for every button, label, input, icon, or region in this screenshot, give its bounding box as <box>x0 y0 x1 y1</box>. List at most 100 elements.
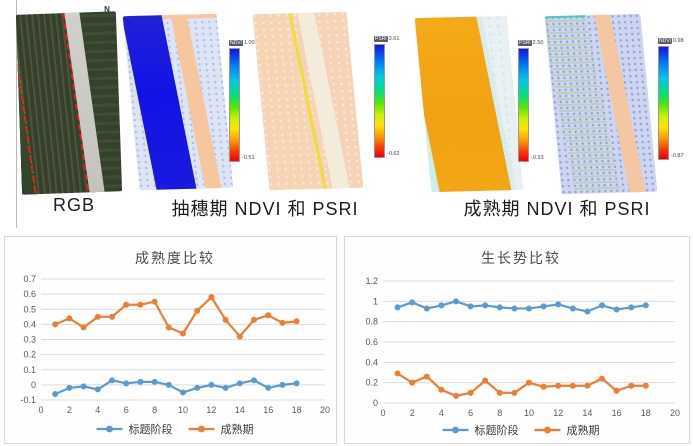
data-point <box>94 313 101 320</box>
ndvi-colorbar-maturity: NDVI 0.98 -0.87 <box>658 38 692 160</box>
data-point <box>180 389 186 396</box>
maturity-stage-ndvi-image <box>544 13 658 195</box>
data-point <box>394 304 401 311</box>
y-tick-label: 0.4 <box>23 319 36 329</box>
data-point <box>66 384 73 391</box>
data-point <box>613 306 620 313</box>
colorbar-gradient <box>229 48 240 162</box>
series-line-0 <box>397 300 646 313</box>
north-label: N <box>104 5 110 14</box>
data-point <box>165 381 172 388</box>
data-point <box>438 302 445 309</box>
data-point <box>394 370 401 377</box>
data-point <box>137 378 144 385</box>
data-point <box>208 294 215 301</box>
colorbar-min-value: -0.93 <box>531 155 544 161</box>
x-tick-label: 8 <box>497 408 502 418</box>
growth-comparison-chart: 生长势比较 0 0.2 0.4 0.6 0.8 1 1.2 0 2 4 6 8 10 12 14 16 18 20 标… <box>344 236 690 444</box>
series-line-1 <box>397 372 646 398</box>
psri-colorbar-heading: PSRI 3.61 -0.62 <box>374 36 408 158</box>
data-point <box>265 312 272 319</box>
colorbar-min-value: -0.87 <box>671 153 684 159</box>
caption-maturity-stage: 成熟期 NDVI 和 PSRI <box>463 199 651 219</box>
y-tick-label: 0.7 <box>23 274 36 284</box>
chart-title: 成熟度比较 <box>135 250 215 266</box>
colorbar-gradient <box>374 44 385 158</box>
data-point <box>496 389 503 396</box>
chart-svg: 生长势比较 0 0.2 0.4 0.6 0.8 1 1.2 0 2 4 6 8 10 12 14 16 18 20 标… <box>365 250 680 437</box>
colorbar-gradient <box>518 48 529 162</box>
x-tick-label: 16 <box>263 405 273 415</box>
psri-heading-strips <box>252 11 364 191</box>
heading-stage-ndvi-image <box>122 13 234 191</box>
data-point <box>137 301 144 308</box>
y-tick-label: 0.8 <box>365 317 378 327</box>
legend-marker-1 <box>544 426 551 434</box>
x-tick-label: 12 <box>553 408 563 418</box>
data-point <box>194 307 201 314</box>
data-point <box>628 304 635 311</box>
data-point <box>151 298 158 305</box>
legend-label-1: 成熟期 <box>567 423 600 437</box>
data-point <box>584 308 591 315</box>
heading-stage-psri-image <box>252 11 364 191</box>
data-point <box>438 386 445 393</box>
x-tick-label: 8 <box>152 405 157 415</box>
y-tick-label: 1 <box>373 296 378 306</box>
data-point <box>236 333 243 340</box>
data-point <box>613 387 620 394</box>
data-point <box>80 383 87 390</box>
data-point <box>236 380 243 387</box>
ndvi-heading-strips <box>122 13 234 191</box>
x-tick-label: 14 <box>235 405 245 415</box>
data-point <box>251 377 257 384</box>
x-tick-label: 4 <box>439 408 444 418</box>
legend-label-1: 成熟期 <box>221 422 254 436</box>
data-point <box>511 305 518 312</box>
data-point <box>569 305 576 312</box>
psri-colorbar-maturity: PSRI 2.50 -0.93 <box>518 40 552 162</box>
data-point <box>52 321 59 328</box>
x-tick-label: 18 <box>641 408 651 418</box>
data-point <box>584 382 591 389</box>
data-point <box>293 318 300 325</box>
maturity-comparison-chart: 成熟度比较 -0.1 0 0.1 0.2 0.3 0.4 0.5 0.6 0.7 0 2 4 6 8 10 12… <box>4 236 337 444</box>
data-point <box>251 316 257 323</box>
colorbar-max-value: 3.61 <box>388 36 400 42</box>
x-tick-label: 6 <box>124 405 129 415</box>
data-point <box>222 384 229 391</box>
data-point <box>453 298 459 305</box>
data-point <box>409 379 416 386</box>
x-tick-label: 6 <box>468 408 473 418</box>
data-point <box>511 389 518 396</box>
y-tick-label: 0.2 <box>365 378 378 388</box>
y-tick-label: 0 <box>373 398 378 408</box>
data-point <box>453 392 459 399</box>
colorbar-max-value: 1.00 <box>243 40 255 46</box>
data-point <box>109 377 115 384</box>
rgb-strips <box>15 11 123 195</box>
data-point <box>409 299 416 306</box>
x-tick-label: 2 <box>67 405 72 415</box>
colorbar-index-label: PSRI <box>374 36 388 42</box>
data-point <box>222 316 229 323</box>
y-tick-label: 1.2 <box>365 276 378 286</box>
x-tick-label: 2 <box>410 408 415 418</box>
series-line-0 <box>54 379 297 395</box>
psri-maturity-strips <box>414 15 524 193</box>
data-point <box>599 302 605 309</box>
legend-marker-0 <box>106 425 113 433</box>
data-point <box>80 324 87 331</box>
y-tick-label: 0.2 <box>23 350 36 360</box>
data-point <box>526 305 532 312</box>
data-point <box>265 384 272 391</box>
y-tick-label: 0.3 <box>23 335 36 345</box>
x-tick-label: 20 <box>670 408 680 418</box>
data-point <box>123 301 130 308</box>
y-tick-label: 0.4 <box>365 357 378 367</box>
colorbar-gradient <box>658 46 669 160</box>
caption-rgb: RGB <box>52 195 95 215</box>
left-edge-line <box>16 0 17 228</box>
data-point <box>208 381 215 388</box>
